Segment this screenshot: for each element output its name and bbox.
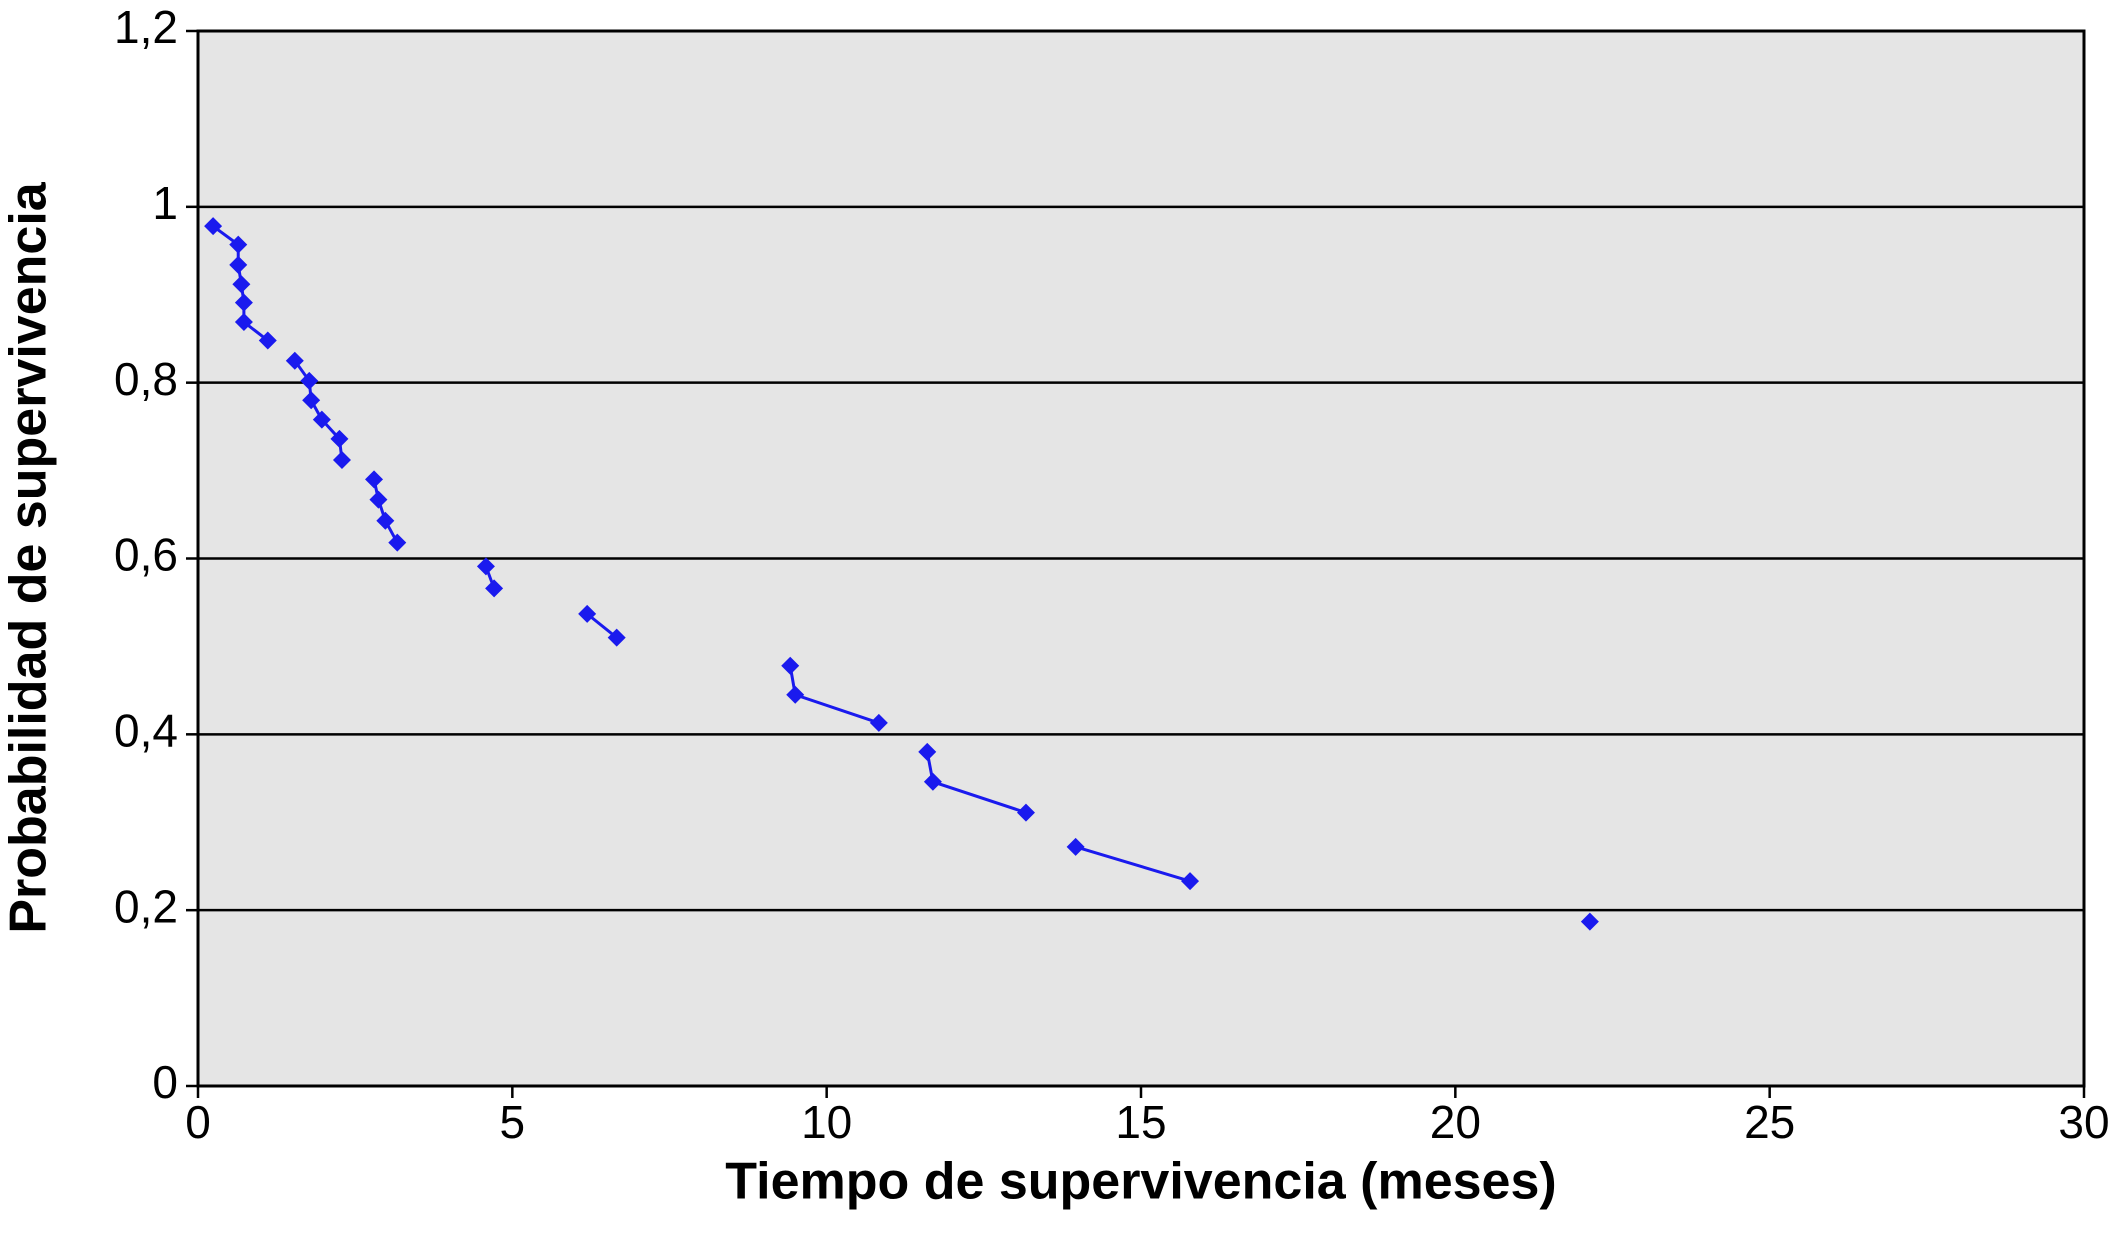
marker: [330, 429, 349, 448]
x-tick-label: 30: [2058, 1096, 2109, 1148]
marker: [578, 604, 597, 623]
y-tick-label: 0,4: [114, 704, 178, 756]
marker: [369, 490, 388, 509]
marker: [781, 656, 800, 675]
x-tick-label: 5: [500, 1096, 526, 1148]
marker: [1016, 803, 1035, 822]
x-tick-label: 15: [1115, 1096, 1166, 1148]
marker: [918, 742, 937, 761]
y-tick-label: 1,2: [114, 1, 178, 53]
plot-border: [196, 29, 2086, 1088]
marker: [376, 511, 395, 530]
marker: [869, 713, 888, 732]
y-tick-label: 1: [152, 177, 178, 229]
marker: [229, 255, 248, 274]
x-tick-label: 10: [801, 1096, 852, 1148]
marker: [332, 451, 351, 470]
marker: [485, 579, 504, 598]
marker: [1066, 837, 1085, 856]
marker: [388, 533, 407, 552]
marker: [1181, 872, 1200, 891]
marker: [258, 331, 277, 350]
marker: [476, 557, 495, 576]
marker: [300, 371, 319, 390]
marker: [204, 217, 223, 236]
y-tick-label: 0,8: [114, 353, 178, 405]
x-tick-label: 0: [185, 1096, 211, 1148]
marker: [234, 313, 253, 332]
x-tick-label: 25: [1744, 1096, 1795, 1148]
x-tick-label: 20: [1430, 1096, 1481, 1148]
marker: [607, 628, 626, 647]
y-axis-title: Probabilidad de supervivencia: [0, 181, 58, 933]
marker: [312, 410, 331, 429]
y-tick-label: 0,2: [114, 880, 178, 932]
marker: [234, 293, 253, 312]
x-axis-title: Tiempo de supervivencia (meses): [725, 1153, 1556, 1211]
marker: [365, 470, 384, 489]
marker: [232, 275, 251, 294]
marker: [1580, 912, 1599, 931]
marker: [302, 391, 321, 410]
y-tick-label: 0: [152, 1056, 178, 1108]
marker: [786, 685, 805, 704]
y-tick-label: 0,6: [114, 529, 178, 581]
marker: [285, 351, 304, 370]
marker: [923, 772, 942, 791]
marker: [229, 235, 248, 254]
